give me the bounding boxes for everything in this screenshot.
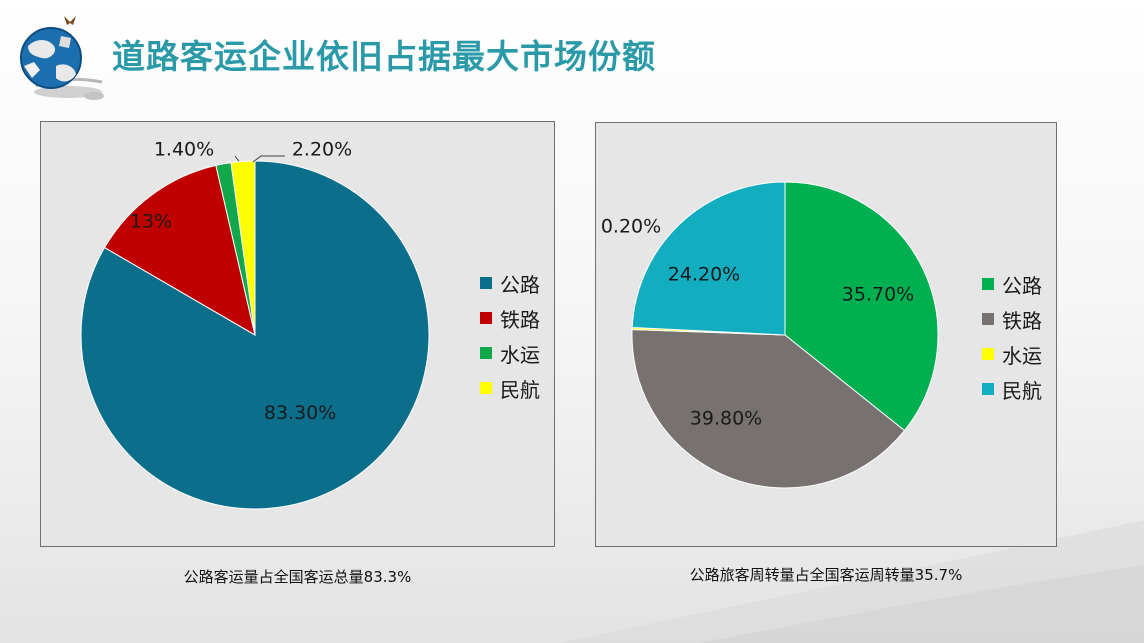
legend-item-公路: 公路 bbox=[480, 272, 540, 297]
chart-2-legend: 公路 铁路 水运 民航 bbox=[982, 273, 1042, 403]
pie-chart-passenger-volume: 83.30% 13% 1.40% 2.20% 公路铁路水运民航 bbox=[40, 121, 555, 547]
legend-swatch bbox=[982, 348, 994, 360]
caption-passenger-turnover: 公路旅客周转量占全国客运周转量35.7% bbox=[689, 566, 963, 584]
pie-slice-铁路 bbox=[103, 164, 256, 337]
pie-chart-passenger-turnover: 35.70% 39.80% 0.20% 24.20% 公路铁路水运民航 bbox=[595, 122, 1057, 547]
chart-1-legend: 公路 铁路 水运 民航 bbox=[480, 272, 540, 402]
legend-swatch bbox=[480, 382, 492, 394]
data-label-公路: 83.30% bbox=[264, 402, 336, 424]
legend-item-民航: 民航 bbox=[982, 378, 1042, 403]
legend-label: 铁路 bbox=[500, 307, 540, 332]
data-label-水运: 1.40% bbox=[154, 139, 214, 161]
legend-swatch bbox=[982, 313, 994, 325]
legend-swatch bbox=[480, 347, 492, 359]
caption-passenger-volume: 公路客运量占全国客运总量83.3% bbox=[183, 568, 412, 586]
legend-label: 水运 bbox=[500, 342, 540, 367]
legend-item-水运: 水运 bbox=[982, 343, 1042, 368]
legend-swatch bbox=[480, 277, 492, 289]
legend-label: 水运 bbox=[1002, 343, 1042, 368]
legend-swatch bbox=[982, 278, 994, 290]
legend-item-铁路: 铁路 bbox=[982, 308, 1042, 333]
globe-logo-icon bbox=[20, 16, 104, 100]
data-label-水运: 0.20% bbox=[601, 216, 661, 238]
data-label-铁路: 39.80% bbox=[690, 408, 762, 430]
legend-swatch bbox=[982, 383, 994, 395]
legend-item-水运: 水运 bbox=[480, 342, 540, 367]
data-label-铁路: 13% bbox=[130, 211, 172, 233]
pie-chart-2-svg: 35.70% 39.80% 0.20% 24.20% bbox=[601, 181, 939, 489]
legend-swatch bbox=[480, 312, 492, 324]
data-label-民航: 24.20% bbox=[668, 264, 740, 286]
legend-label: 公路 bbox=[500, 272, 540, 297]
pie-slice-铁路 bbox=[631, 328, 906, 489]
legend-item-铁路: 铁路 bbox=[480, 307, 540, 332]
data-label-民航: 2.20% bbox=[292, 139, 352, 161]
pie-chart-1-svg: 83.30% 13% 1.40% 2.20% bbox=[80, 139, 430, 510]
legend-item-公路: 公路 bbox=[982, 273, 1042, 298]
legend-label: 铁路 bbox=[1002, 308, 1042, 333]
legend-label: 民航 bbox=[500, 377, 540, 402]
pie-slice-民航 bbox=[631, 181, 786, 336]
data-label-公路: 35.70% bbox=[842, 284, 914, 306]
pie-slice-公路 bbox=[784, 181, 939, 432]
legend-item-民航: 民航 bbox=[480, 377, 540, 402]
legend-label: 民航 bbox=[1002, 378, 1042, 403]
slide-title: 道路客运企业依旧占据最大市场份额 bbox=[112, 37, 656, 76]
leader-line-民航 bbox=[252, 155, 285, 163]
legend-label: 公路 bbox=[1002, 273, 1042, 298]
